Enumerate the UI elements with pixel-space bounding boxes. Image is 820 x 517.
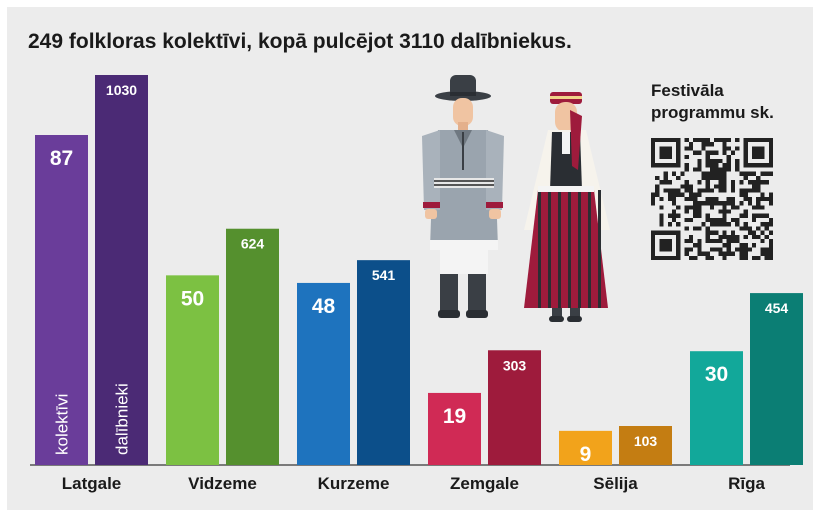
series-label-kolektivi: kolektīvi [53,394,72,455]
bar-dalibnieki [488,350,541,465]
qr-caption: Festivāla programmu sk. [651,80,774,124]
bar-dalibnieki [750,293,803,465]
category-label: Zemgale [450,474,519,493]
bar-dalibnieki [619,426,672,465]
category-label: Sēlija [593,474,638,493]
bar-kolektivi [559,430,612,465]
data-label-dalibnieki: 454 [765,300,789,316]
category-label: Latgale [62,474,122,493]
bar-kolektivi [35,135,88,465]
man-figure-icon [422,75,504,318]
chart-title: 249 folkloras kolektīvi, kopā pulcējot 3… [28,30,572,53]
bar-dalibnieki [357,260,410,465]
data-label-kolektivi: 48 [312,295,336,318]
bar-dalibnieki [226,228,279,465]
data-label-kolektivi: 50 [181,287,204,310]
data-label-kolektivi: 30 [705,363,728,386]
qr-code-icon[interactable] [651,138,773,260]
qr-caption-line-2: programmu sk. [651,103,774,122]
category-label: Kurzeme [318,474,390,493]
data-label-dalibnieki: 103 [634,433,658,449]
series-label-dalibnieki: dalībnieki [113,383,132,455]
bar-kolektivi [690,351,743,465]
data-label-dalibnieki: 624 [241,236,265,252]
qr-caption-line-1: Festivāla [651,81,724,100]
category-label: Rīga [728,474,765,493]
data-label-dalibnieki: 1030 [106,82,137,98]
data-label-kolektivi: 87 [50,147,73,170]
data-label-dalibnieki: 303 [503,357,527,373]
bar-kolektivi [428,392,481,465]
folk-costume-illustration [422,75,610,322]
bar-dalibnieki [95,75,148,465]
category-label: Vidzeme [188,474,257,493]
data-label-kolektivi: 9 [580,443,592,466]
bar-kolektivi [166,275,219,465]
woman-figure-icon [524,92,610,322]
data-label-dalibnieki: 541 [372,267,396,283]
data-label-kolektivi: 19 [443,405,466,428]
bar-kolektivi [297,282,350,465]
